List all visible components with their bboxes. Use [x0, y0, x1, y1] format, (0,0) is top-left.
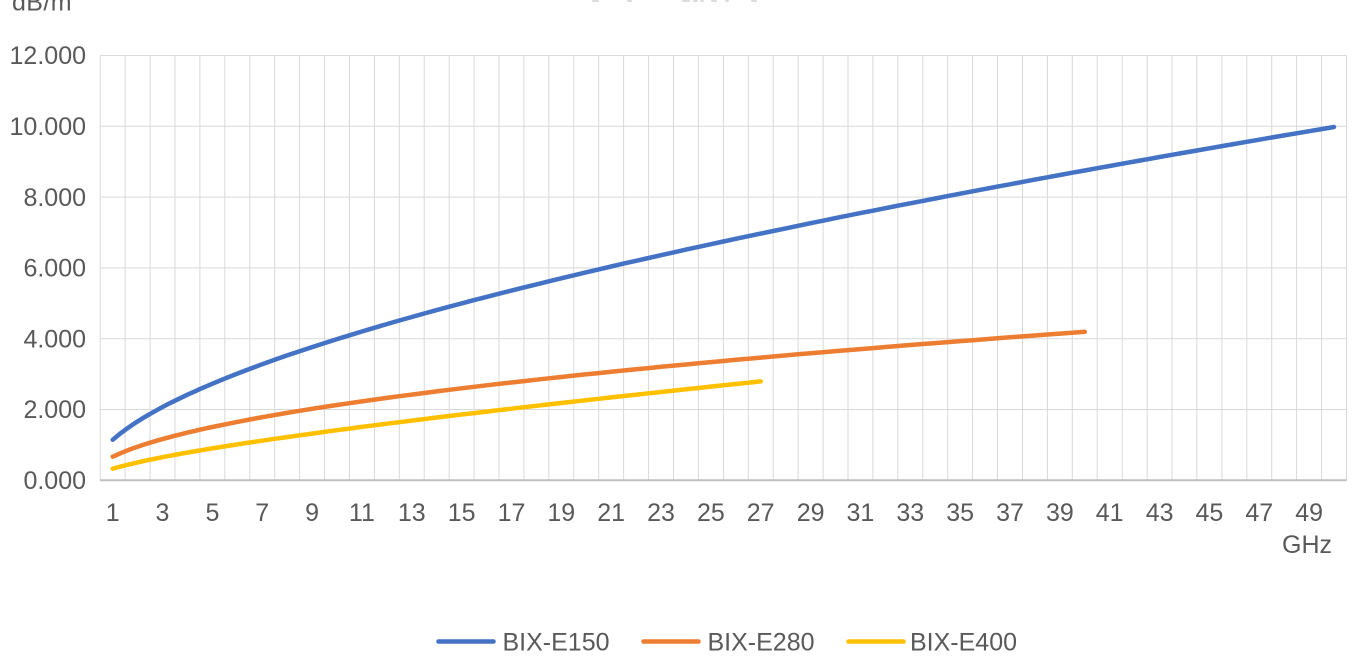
svg-text:29: 29: [797, 499, 825, 527]
svg-text:BIX-E280: BIX-E280: [708, 629, 815, 657]
svg-text:15: 15: [448, 499, 476, 527]
svg-text:49: 49: [1295, 499, 1323, 527]
svg-text:BIX-E400: BIX-E400: [910, 629, 1017, 657]
svg-text:19: 19: [547, 499, 575, 527]
svg-text:10.000: 10.000: [10, 113, 86, 141]
svg-text:27: 27: [747, 499, 775, 527]
svg-text:47: 47: [1245, 499, 1273, 527]
svg-text:BIX-E150: BIX-E150: [503, 629, 610, 657]
svg-text:13: 13: [398, 499, 426, 527]
svg-text:21: 21: [597, 499, 625, 527]
svg-text:0.000: 0.000: [23, 467, 86, 495]
svg-text:dB/m: dB/m: [12, 0, 72, 17]
svg-text:11: 11: [349, 499, 375, 527]
svg-text:41: 41: [1096, 499, 1124, 527]
svg-text:23: 23: [647, 499, 675, 527]
svg-text:6.000: 6.000: [23, 255, 86, 283]
svg-text:GHz: GHz: [1282, 531, 1332, 559]
svg-text:17: 17: [498, 499, 526, 527]
svg-text:25: 25: [697, 499, 725, 527]
svg-text:45: 45: [1195, 499, 1223, 527]
svg-text:2.000: 2.000: [23, 396, 86, 424]
svg-text:1: 1: [106, 499, 120, 527]
svg-text:9: 9: [305, 499, 319, 527]
svg-text:8.000: 8.000: [23, 184, 86, 212]
svg-text:39: 39: [1046, 499, 1074, 527]
svg-text:31: 31: [846, 499, 874, 527]
svg-text:5: 5: [205, 499, 219, 527]
svg-text:12.000: 12.000: [10, 42, 86, 70]
svg-text:3: 3: [156, 499, 170, 527]
svg-text:43: 43: [1146, 499, 1174, 527]
svg-text:7: 7: [255, 499, 269, 527]
svg-text:33: 33: [896, 499, 924, 527]
svg-text:37: 37: [996, 499, 1024, 527]
svg-text:4.000: 4.000: [23, 325, 86, 353]
svg-text:35: 35: [946, 499, 974, 527]
